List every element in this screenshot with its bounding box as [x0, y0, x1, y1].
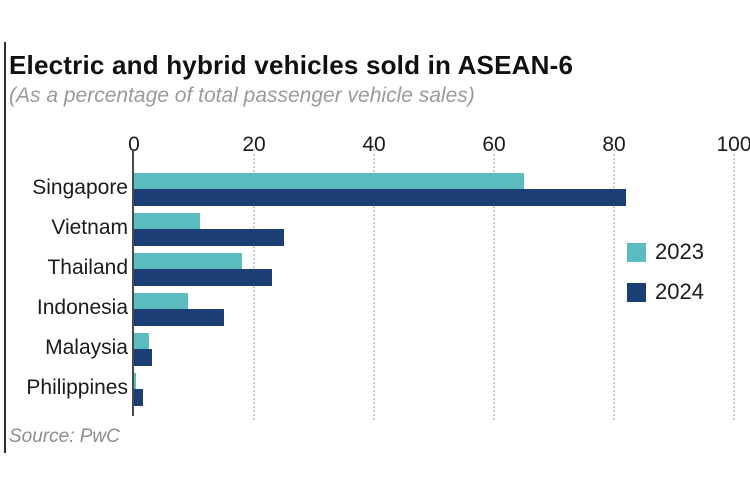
category-label-singapore: Singapore	[32, 176, 128, 199]
legend-item-2023: 2023	[627, 239, 704, 265]
gridline-40	[373, 149, 375, 420]
bar-malaysia-2024	[134, 349, 152, 366]
legend-item-2024: 2024	[627, 279, 704, 305]
x-tick-label-20: 20	[242, 133, 266, 156]
gridline-60	[493, 149, 495, 420]
left-accent-rule	[4, 42, 6, 453]
legend: 2023 2024	[627, 239, 704, 319]
bar-vietnam-2023	[134, 213, 200, 229]
source-credit: Source: PwC	[9, 426, 120, 447]
bar-singapore-2024	[134, 189, 626, 206]
x-tick-label-0: 0	[128, 133, 140, 156]
legend-swatch-2023	[627, 242, 646, 262]
bar-thailand-2024	[134, 269, 272, 286]
chart-title: Electric and hybrid vehicles sold in ASE…	[9, 50, 574, 80]
bar-indonesia-2023	[134, 293, 188, 309]
bar-thailand-2023	[134, 253, 242, 269]
legend-swatch-2024	[627, 282, 646, 302]
legend-label-2024: 2024	[655, 279, 704, 304]
legend-label-2023: 2023	[655, 239, 704, 264]
gridline-100	[733, 149, 735, 420]
bar-malaysia-2023	[134, 333, 149, 349]
chart-subtitle: (As a percentage of total passenger vehi…	[9, 84, 475, 107]
bar-philippines-2023	[134, 373, 136, 389]
x-tick-label-100: 100	[716, 133, 750, 156]
category-label-thailand: Thailand	[47, 256, 128, 279]
bar-singapore-2023	[134, 173, 524, 189]
bar-vietnam-2024	[134, 229, 284, 246]
bar-indonesia-2024	[134, 309, 224, 326]
x-tick-label-40: 40	[362, 133, 386, 156]
gridline-80	[613, 149, 615, 420]
bar-philippines-2024	[134, 389, 143, 406]
x-tick-label-80: 80	[602, 133, 626, 156]
y-axis-line	[132, 149, 134, 416]
category-label-philippines: Philippines	[26, 376, 128, 399]
category-label-vietnam: Vietnam	[51, 216, 128, 239]
category-label-malaysia: Malaysia	[45, 336, 128, 359]
x-tick-label-60: 60	[482, 133, 506, 156]
category-label-indonesia: Indonesia	[36, 296, 128, 319]
